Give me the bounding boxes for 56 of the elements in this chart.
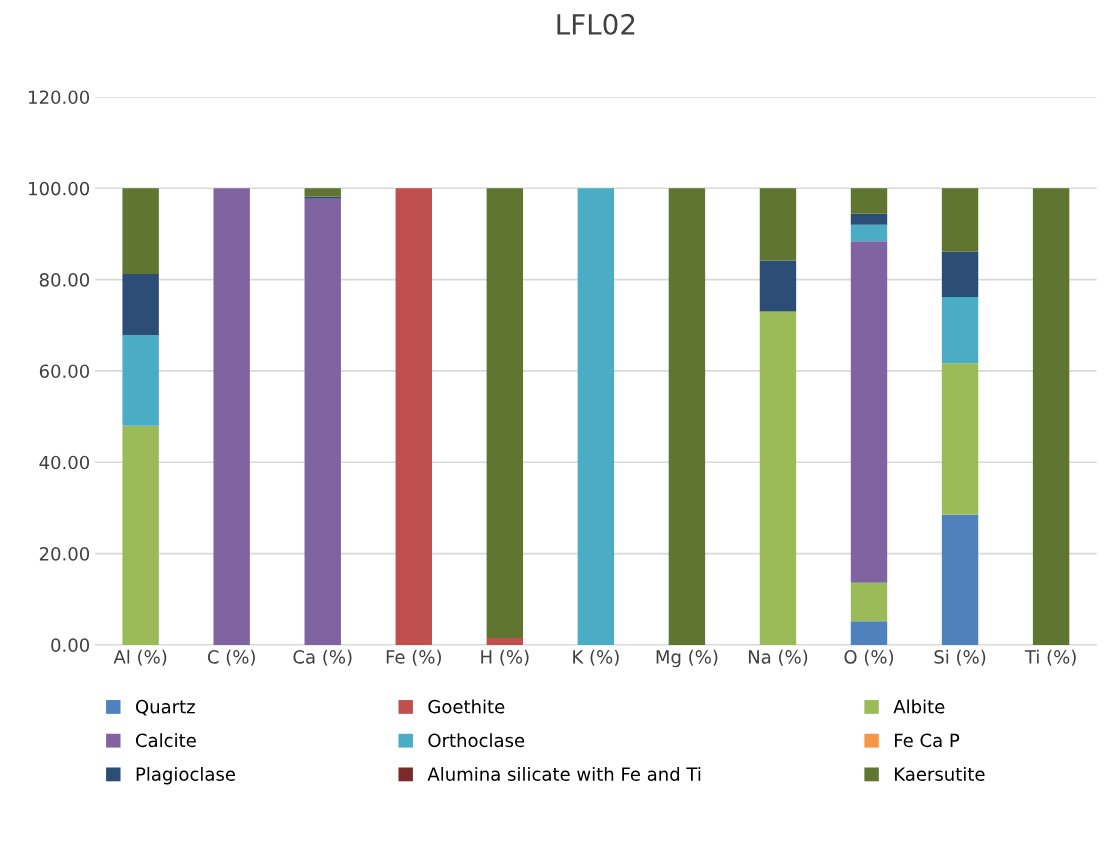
y-tick-label: 40.00: [39, 455, 90, 470]
bar: [304, 188, 341, 197]
y-tick-label: 100.00: [29, 181, 90, 196]
bar: [1032, 188, 1070, 645]
bar: [850, 188, 888, 214]
bar: [941, 296, 979, 364]
bar: [759, 311, 797, 645]
y-tick-label: 80.00: [39, 273, 90, 287]
y-tick-label: 60.00: [39, 364, 90, 379]
bar: [759, 260, 797, 312]
bar: [759, 188, 797, 261]
bar: [941, 251, 979, 297]
x-tick-label: Fe (%): [386, 649, 441, 666]
bar: [668, 188, 706, 645]
legend-label: Alumina silicate with Fe and Ti: [427, 766, 701, 781]
legend-label: Orthoclase: [428, 733, 525, 748]
legend-label: Plagioclase: [136, 766, 236, 785]
bar: [304, 196, 341, 199]
x-tick-label: H (%): [481, 649, 529, 666]
bar: [122, 274, 159, 336]
y-tick-label: 120.00: [29, 90, 90, 105]
legend-label: Fe Ca P: [895, 733, 960, 748]
legend-label: Kaersutite: [895, 766, 985, 781]
bar: [395, 188, 432, 645]
x-tick-label: Ca (%): [293, 649, 352, 666]
legend-label: Quartz: [135, 699, 195, 716]
bar: [577, 188, 615, 645]
bar: [304, 198, 341, 645]
bar: [122, 425, 159, 645]
legend-label: Albite: [893, 699, 945, 714]
bar: [850, 582, 888, 622]
bar: [213, 188, 250, 645]
bar: [486, 188, 524, 639]
x-tick-label: Mg (%): [656, 649, 718, 668]
x-tick-label: Ti (%): [1024, 649, 1076, 666]
legend-label: Goethite: [428, 699, 505, 714]
bar: [941, 188, 979, 252]
chart-title: LFL02: [557, 13, 635, 35]
bar: [850, 621, 888, 645]
bar: [122, 335, 159, 426]
bar: [850, 224, 888, 242]
bar: [941, 363, 979, 515]
x-tick-label: Na (%): [748, 649, 808, 666]
legend-label: Calcite: [135, 733, 196, 748]
bar: [941, 514, 979, 645]
bar: [486, 638, 524, 645]
x-tick-label: Al (%): [113, 649, 167, 666]
y-tick-label: 0.00: [51, 638, 90, 653]
x-tick-label: O (%): [844, 649, 894, 666]
x-tick-label: Si (%): [934, 649, 986, 666]
bar: [850, 241, 888, 583]
y-tick-label: 20.00: [39, 547, 90, 561]
bar: [850, 213, 888, 225]
x-tick-label: K (%): [573, 649, 619, 666]
bar: [122, 188, 159, 275]
x-tick-label: C (%): [207, 649, 255, 666]
